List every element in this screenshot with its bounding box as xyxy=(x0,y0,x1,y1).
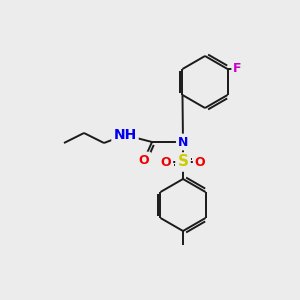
Text: O: O xyxy=(161,155,171,169)
Text: F: F xyxy=(233,62,242,76)
Text: S: S xyxy=(178,154,188,169)
Text: N: N xyxy=(178,136,188,148)
Text: NH: NH xyxy=(113,128,136,142)
Text: O: O xyxy=(195,155,205,169)
Text: O: O xyxy=(139,154,149,166)
